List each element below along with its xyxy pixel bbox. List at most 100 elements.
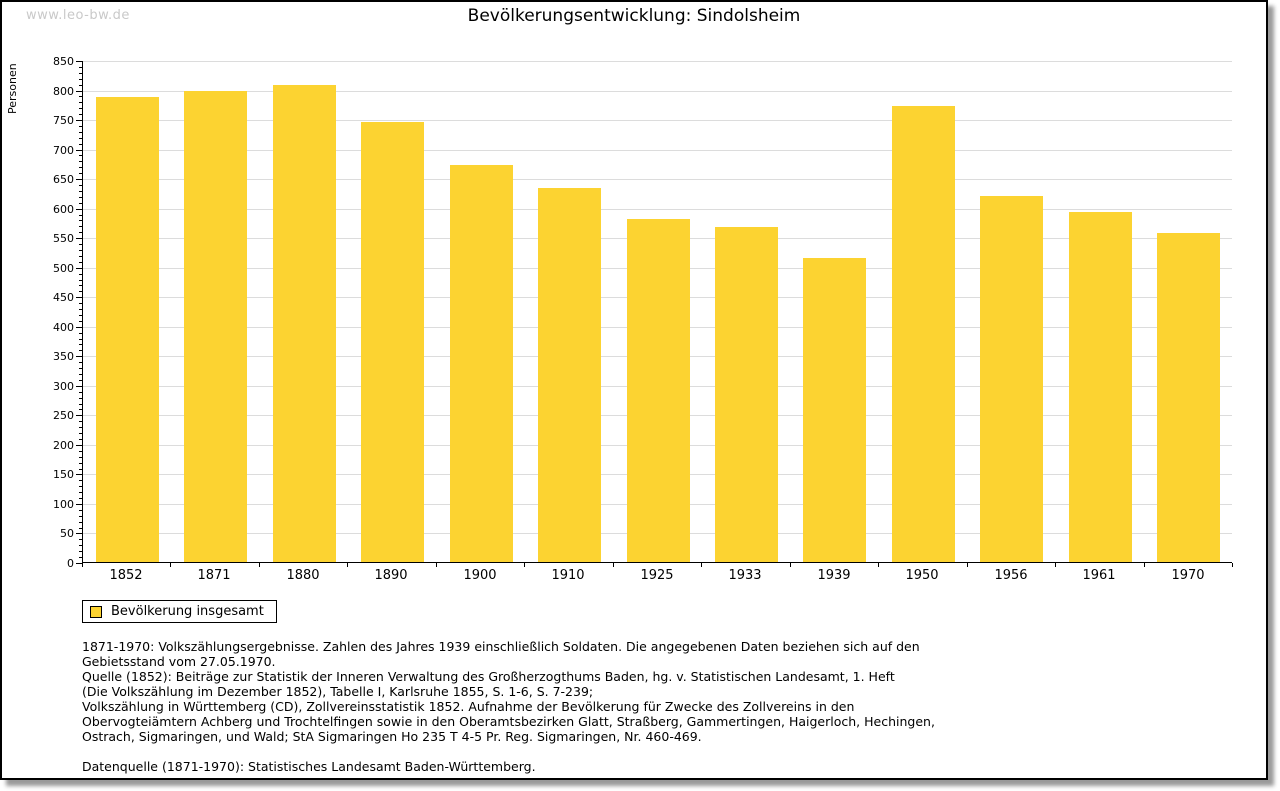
- y-minor-tick: [79, 155, 82, 156]
- bar-1933: [715, 227, 778, 562]
- y-minor-tick: [79, 510, 82, 511]
- y-minor-tick: [79, 114, 82, 115]
- y-minor-tick: [79, 421, 82, 422]
- y-minor-tick: [79, 380, 82, 381]
- x-tick-label: 1910: [551, 568, 585, 583]
- y-minor-tick: [79, 392, 82, 393]
- bar-1950: [892, 106, 955, 562]
- x-tick-label: 1961: [1082, 568, 1116, 583]
- y-minor-tick: [79, 144, 82, 145]
- y-minor-tick: [79, 528, 82, 529]
- y-tick-label: 450: [53, 291, 74, 304]
- y-minor-tick: [79, 368, 82, 369]
- bar-1939: [803, 258, 866, 562]
- y-tick-label: 50: [60, 527, 74, 540]
- x-tick-label: 1890: [374, 568, 408, 583]
- y-minor-tick: [79, 309, 82, 310]
- y-tick-label: 250: [53, 409, 74, 422]
- y-major-tick: [76, 297, 82, 298]
- y-tick-label: 400: [53, 321, 74, 334]
- bar-1925: [627, 219, 690, 562]
- page-title: Bevölkerungsentwicklung: Sindolsheim: [467, 6, 801, 26]
- y-minor-tick: [79, 191, 82, 192]
- x-tick-label: 1950: [905, 568, 939, 583]
- x-boundary-tick: [790, 563, 791, 567]
- y-minor-tick: [79, 303, 82, 304]
- gridline: [83, 209, 1232, 210]
- x-boundary-tick: [524, 563, 525, 567]
- y-minor-tick: [79, 486, 82, 487]
- x-boundary-tick: [436, 563, 437, 567]
- y-minor-tick: [79, 244, 82, 245]
- y-minor-tick: [79, 291, 82, 292]
- y-major-tick: [76, 327, 82, 328]
- y-tick-label: 800: [53, 85, 74, 98]
- y-tick-label: 600: [53, 203, 74, 216]
- y-tick-label: 850: [53, 55, 74, 68]
- y-minor-tick: [79, 315, 82, 316]
- x-tick-label: 1933: [728, 568, 762, 583]
- y-major-tick: [76, 533, 82, 534]
- y-minor-tick: [79, 398, 82, 399]
- bar-1852: [96, 97, 159, 562]
- x-tick-label: 1925: [640, 568, 674, 583]
- y-minor-tick: [79, 203, 82, 204]
- y-major-tick: [76, 120, 82, 121]
- gridline: [83, 61, 1232, 62]
- y-minor-tick: [79, 344, 82, 345]
- footnote-block: 1871-1970: Volkszählungsergebnisse. Zahl…: [82, 639, 1222, 774]
- watermark-url: www.leo-bw.de: [26, 8, 130, 23]
- x-boundary-tick: [259, 563, 260, 567]
- y-major-tick: [76, 268, 82, 269]
- footnote-lines: 1871-1970: Volkszählungsergebnisse. Zahl…: [82, 639, 1222, 744]
- bar-1871: [184, 91, 247, 562]
- y-minor-tick: [79, 185, 82, 186]
- y-minor-tick: [79, 404, 82, 405]
- datasource-line: Datenquelle (1871-1970): Statistisches L…: [82, 759, 536, 774]
- y-minor-tick: [79, 545, 82, 546]
- y-minor-tick: [79, 439, 82, 440]
- y-major-tick: [76, 238, 82, 239]
- y-minor-tick: [79, 167, 82, 168]
- y-minor-tick: [79, 492, 82, 493]
- y-minor-tick: [79, 451, 82, 452]
- x-tick-label: 1852: [109, 568, 143, 583]
- y-minor-tick: [79, 498, 82, 499]
- y-minor-tick: [79, 463, 82, 464]
- y-major-tick: [76, 150, 82, 151]
- y-minor-tick: [79, 374, 82, 375]
- y-axis-label: Personen: [6, 63, 19, 114]
- y-minor-tick: [79, 522, 82, 523]
- x-tick-label: 1939: [817, 568, 851, 583]
- bar-1970: [1157, 233, 1220, 562]
- y-minor-tick: [79, 126, 82, 127]
- y-minor-tick: [79, 161, 82, 162]
- y-tick-label: 100: [53, 498, 74, 511]
- y-major-tick: [76, 474, 82, 475]
- y-minor-tick: [79, 457, 82, 458]
- y-minor-tick: [79, 215, 82, 216]
- y-minor-tick: [79, 362, 82, 363]
- y-minor-tick: [79, 173, 82, 174]
- footnote-line: Ostrach, Sigmaringen, und Wald; StA Sigm…: [82, 729, 702, 744]
- gridline: [83, 150, 1232, 151]
- y-tick-label: 550: [53, 232, 74, 245]
- bar-1880: [273, 85, 336, 562]
- y-minor-tick: [79, 321, 82, 322]
- y-minor-tick: [79, 409, 82, 410]
- y-tick-label: 0: [67, 557, 74, 570]
- y-minor-tick: [79, 96, 82, 97]
- y-tick-label: 500: [53, 262, 74, 275]
- y-tick-label: 650: [53, 173, 74, 186]
- footnote-line: (Die Volkszählung im Dezember 1852), Tab…: [82, 684, 594, 699]
- legend-box: Bevölkerung insgesamt: [82, 600, 277, 623]
- bar-1890: [361, 122, 424, 562]
- y-minor-tick: [79, 339, 82, 340]
- y-tick-label: 150: [53, 468, 74, 481]
- y-minor-tick: [79, 557, 82, 558]
- y-minor-tick: [79, 197, 82, 198]
- y-minor-tick: [79, 480, 82, 481]
- y-tick-label: 300: [53, 380, 74, 393]
- y-minor-tick: [79, 73, 82, 74]
- gridline: [83, 91, 1232, 92]
